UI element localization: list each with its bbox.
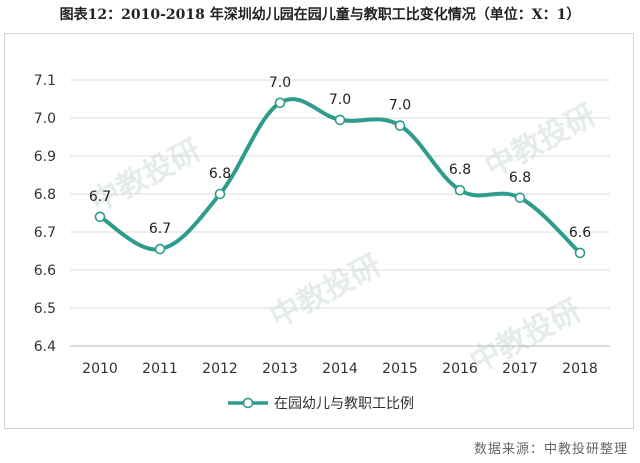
watermark-text: 中教投研 (84, 133, 206, 220)
chart-title: 图表12：2010-2018 年深圳幼儿园在园儿童与教职工比变化情况（单位：X：… (59, 7, 581, 23)
x-tick-label: 2012 (202, 361, 238, 377)
data-label: 7.0 (329, 92, 351, 108)
source-note: 数据来源：中教投研整理 (473, 442, 628, 457)
data-label: 6.8 (509, 170, 531, 186)
data-point (274, 97, 286, 109)
data-label: 6.8 (449, 162, 471, 178)
data-point (214, 188, 226, 200)
x-tick-label: 2015 (382, 361, 418, 377)
y-tick-label: 6.9 (34, 149, 56, 165)
data-label: 7.0 (389, 98, 411, 114)
chart-panel (4, 33, 634, 429)
y-tick-label: 6.4 (34, 339, 56, 355)
x-tick-label: 2010 (82, 361, 118, 377)
data-label: 7.0 (269, 75, 291, 91)
data-point (394, 120, 406, 131)
data-label: 6.8 (209, 166, 231, 182)
data-label: 6.7 (149, 221, 171, 237)
y-tick-label: 6.5 (34, 301, 56, 317)
y-tick-label: 7.1 (34, 73, 56, 89)
legend: 在园幼儿与教职工比例 (228, 396, 414, 412)
data-label: 6.6 (569, 225, 591, 241)
y-tick-label: 6.7 (34, 225, 56, 241)
data-point (514, 192, 526, 204)
y-tick-label: 6.8 (34, 187, 56, 203)
x-tick-label: 2017 (502, 361, 538, 377)
x-tick-label: 2013 (262, 361, 298, 377)
data-label: 6.7 (89, 189, 111, 205)
y-tick-label: 6.6 (34, 263, 56, 279)
data-point (574, 247, 586, 259)
x-axis-tick-labels: 2010 2011 2012 2013 2014 2015 2016 2017 2018 (82, 361, 598, 377)
data-point (334, 114, 346, 126)
x-tick-label: 2014 (322, 361, 358, 377)
x-tick-label: 2018 (562, 361, 598, 377)
data-point (94, 211, 106, 223)
legend-label: 在园幼儿与教职工比例 (274, 396, 414, 412)
legend-marker (242, 397, 254, 409)
watermark-text: 中教投研 (264, 248, 386, 335)
x-tick-label: 2016 (442, 361, 478, 377)
watermark-text: 中教投研 (479, 98, 601, 185)
y-tick-label: 7.0 (34, 111, 56, 127)
series-layer: 6.7 6.7 6.8 7.0 7.0 7.0 6.8 6.8 6.6 (89, 75, 591, 259)
x-tick-label: 2011 (142, 361, 178, 377)
y-axis-tick-labels: 6.4 6.5 6.6 6.7 6.8 6.9 7.0 7.1 (34, 73, 56, 355)
data-point (454, 184, 466, 196)
data-point (154, 243, 166, 255)
